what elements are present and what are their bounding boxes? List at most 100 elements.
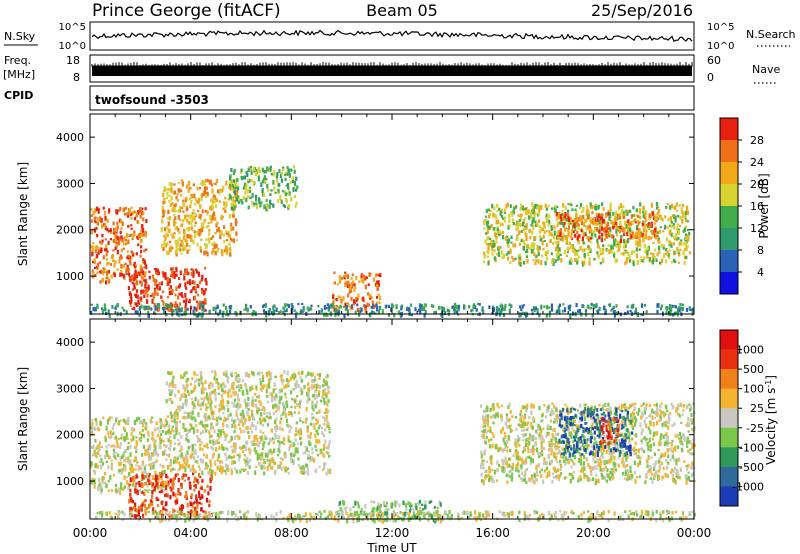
power-cell [641, 233, 644, 237]
velocity-cell [185, 433, 189, 438]
velocity-cell [91, 421, 94, 427]
velocity-cell [160, 433, 163, 436]
velocity-cell [179, 405, 182, 411]
velocity-cell [487, 473, 490, 478]
velocity-cell [285, 418, 289, 424]
velocity-cell [323, 422, 326, 426]
power-cell [211, 213, 214, 219]
velocity-cell [115, 439, 118, 443]
power-cell [243, 185, 246, 189]
velocity-cell [224, 469, 227, 473]
power-cell [194, 313, 198, 316]
velocity-cell [323, 411, 327, 414]
velocity-cell [172, 485, 175, 490]
power-cell [148, 275, 151, 280]
power-cell [665, 206, 668, 209]
velocity-cell [321, 430, 324, 435]
velocity-cell [169, 495, 172, 500]
power-cell [140, 274, 143, 279]
power-cell [133, 306, 136, 311]
velocity-cell [159, 510, 162, 513]
power-cell [177, 182, 180, 185]
power-cell [540, 237, 543, 242]
velocity-cell [193, 371, 196, 376]
power-cell [524, 207, 527, 210]
power-cell [561, 235, 564, 238]
power-cell [174, 227, 177, 231]
power-cell [107, 229, 110, 233]
power-cell [189, 214, 192, 220]
velocity-cell [246, 373, 249, 377]
velocity-cell [210, 410, 213, 415]
velocity-cell [234, 442, 237, 447]
power-cell [230, 206, 233, 211]
power-cell [244, 182, 247, 187]
power-cell [287, 169, 290, 174]
power-cell [183, 230, 186, 235]
velocity-cell [134, 514, 137, 518]
power-cell [129, 277, 132, 280]
power-cell [570, 260, 573, 265]
velocity-cell [173, 477, 176, 480]
power-cell [169, 303, 172, 309]
power-cell [250, 178, 253, 183]
power-colorbar-swatch [720, 118, 738, 141]
velocity-cell [264, 452, 267, 458]
power-cell [291, 305, 294, 310]
power-cell [538, 207, 541, 213]
power-cell [635, 208, 638, 213]
velocity-cell [276, 405, 279, 411]
power-cell [508, 214, 511, 219]
velocity-cell [168, 453, 171, 458]
velocity-cell [196, 478, 199, 483]
power-cell [615, 245, 618, 248]
power-cell [231, 202, 234, 208]
power-cell [196, 300, 199, 303]
power-cell [603, 305, 606, 311]
power-cell [512, 243, 515, 248]
velocity-cell [292, 453, 295, 457]
power-cell [484, 220, 487, 223]
velocity-cell [194, 396, 197, 402]
power-cell [419, 309, 422, 314]
power-cell [608, 250, 611, 255]
power-cell [163, 307, 166, 312]
power-colorbar-swatch [720, 250, 738, 273]
velocity-cell [217, 385, 220, 390]
velocity-cell [101, 476, 104, 481]
power-cell [562, 203, 565, 208]
velocity-cell [199, 443, 202, 447]
power-cell [229, 309, 232, 314]
velocity-cell [203, 426, 207, 430]
velocity-cell [181, 476, 184, 479]
velocity-cell [560, 472, 563, 475]
velocity-cell [197, 382, 201, 387]
power-cell [567, 217, 570, 223]
power-cell [225, 310, 228, 314]
velocity-cell [233, 460, 236, 465]
power-cell [272, 172, 275, 177]
velocity-cell [264, 434, 267, 438]
power-cell [489, 244, 492, 247]
power-cell [522, 304, 525, 307]
velocity-cell [163, 426, 166, 429]
power-cell [496, 210, 499, 213]
velocity-cell [153, 442, 156, 448]
power-cell [112, 249, 115, 252]
power-cell [543, 222, 546, 227]
velocity-cell [254, 392, 257, 396]
power-cell [332, 305, 335, 308]
velocity-cell [259, 417, 262, 421]
power-cell [145, 219, 148, 224]
power-cell [547, 306, 551, 309]
power-cell [589, 307, 592, 310]
power-cell [249, 166, 252, 171]
power-cell [519, 256, 522, 262]
nsearch-label: N.Search [746, 28, 796, 41]
power-cell [151, 274, 154, 279]
power-cell [423, 312, 426, 318]
power-cell [560, 258, 563, 263]
velocity-cell [225, 418, 228, 421]
power-cell [556, 224, 559, 228]
power-cell [419, 305, 422, 309]
